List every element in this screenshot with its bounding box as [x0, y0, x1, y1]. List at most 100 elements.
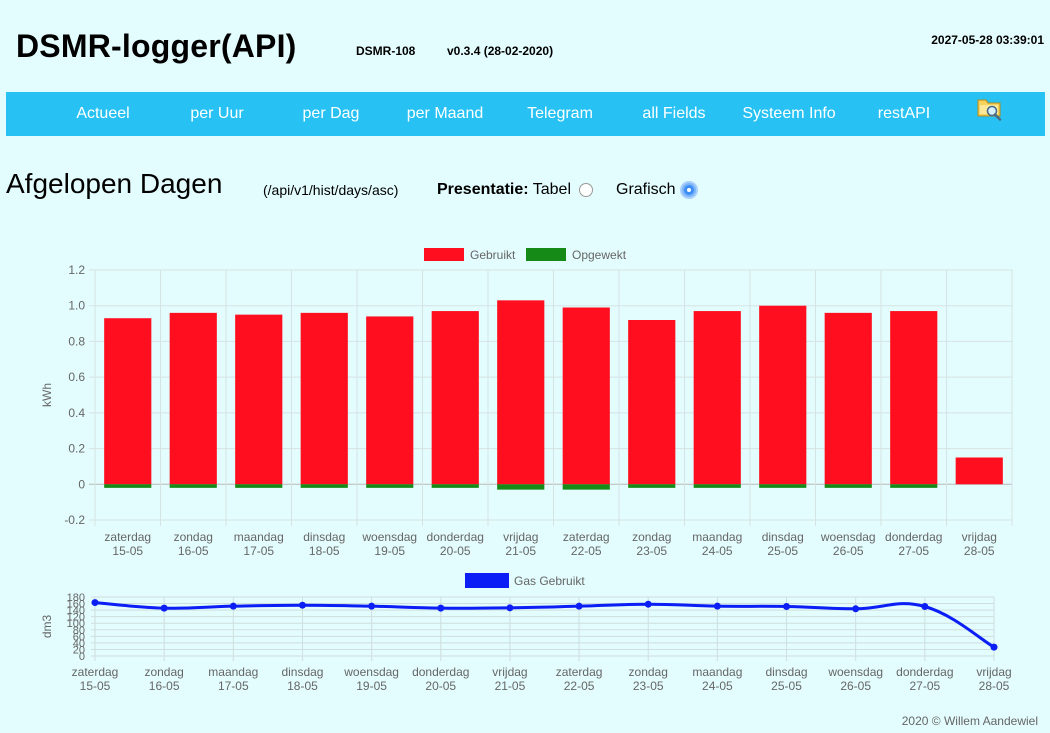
legend-swatch	[424, 248, 464, 261]
point-gas-gebruikt	[437, 604, 445, 612]
y-tick-label: 140	[67, 605, 85, 617]
x-tick-label: donderdag	[885, 530, 942, 544]
x-tick-date: 27-05	[909, 679, 940, 693]
point-gas-gebruikt	[783, 603, 791, 611]
x-tick-date: 20-05	[440, 544, 471, 558]
x-tick-label: maandag	[692, 665, 742, 679]
point-gas-gebruikt	[229, 602, 237, 610]
nav-telegram[interactable]: Telegram	[527, 105, 593, 122]
bar-gebruikt	[824, 312, 872, 485]
y-tick-label: 1.2	[68, 263, 85, 277]
x-tick-date: 28-05	[979, 679, 1010, 693]
x-tick-date: 22-05	[571, 544, 602, 558]
nav-restapi[interactable]: restAPI	[877, 105, 931, 122]
x-tick-date: 26-05	[833, 544, 864, 558]
point-gas-gebruikt	[298, 601, 306, 609]
radio-grafisch[interactable]	[682, 183, 696, 197]
point-gas-gebruikt	[713, 602, 721, 610]
x-tick-date: 21-05	[495, 679, 526, 693]
bar-gebruikt	[759, 305, 807, 485]
x-tick-label: woensdag	[820, 530, 876, 544]
bar-gebruikt	[693, 311, 741, 485]
bar-opgewekt	[104, 484, 152, 488]
nav-per-maand[interactable]: per Maand	[406, 105, 484, 122]
bar-gebruikt	[628, 320, 676, 485]
y-tick-label: 40	[73, 638, 85, 650]
bar-gebruikt	[890, 311, 938, 485]
x-tick-label: zondag	[174, 530, 213, 544]
point-gas-gebruikt	[575, 602, 583, 610]
legend-label: Gas Gebruikt	[514, 574, 585, 588]
y-tick-label: 0	[78, 477, 85, 491]
x-tick-label: zaterdag	[556, 665, 603, 679]
x-tick-date: 17-05	[218, 679, 249, 693]
x-tick-label: donderdag	[427, 530, 484, 544]
x-tick-label: zondag	[632, 530, 671, 544]
x-tick-label: dinsdag	[303, 530, 345, 544]
x-tick-label: donderdag	[896, 665, 953, 679]
bar-gebruikt	[497, 300, 545, 485]
x-tick-date: 24-05	[702, 679, 733, 693]
x-tick-date: 19-05	[356, 679, 387, 693]
legend-label: Opgewekt	[572, 248, 627, 262]
x-tick-label: vrijdag	[503, 530, 538, 544]
x-tick-date: 21-05	[505, 544, 536, 558]
x-tick-label: woensdag	[827, 665, 883, 679]
presentatie-label: Presentatie:	[437, 181, 529, 198]
nav-actueel[interactable]: Actueel	[76, 105, 130, 122]
x-tick-label: vrijdag	[962, 530, 997, 544]
y-tick-label: 0.2	[68, 442, 85, 456]
y-axis-label: kWh	[40, 383, 54, 407]
nav-all-fields[interactable]: all Fields	[642, 105, 706, 122]
x-tick-label: vrijdag	[976, 665, 1011, 679]
bar-opgewekt	[693, 484, 741, 488]
option-grafisch-label: Grafisch	[616, 181, 676, 198]
x-tick-label: woensdag	[361, 530, 417, 544]
file-explorer-icon[interactable]	[976, 96, 1004, 122]
nav-systeem-info[interactable]: Systeem Info	[742, 105, 836, 122]
bar-opgewekt	[431, 484, 479, 488]
app-title: DSMR-logger(API)	[16, 28, 297, 64]
y-tick-label: 0.6	[68, 370, 85, 384]
x-tick-date: 23-05	[636, 544, 667, 558]
y-tick-label: 0.4	[68, 406, 85, 420]
y-axis-label: dm3	[40, 615, 54, 639]
x-tick-date: 15-05	[80, 679, 111, 693]
point-gas-gebruikt	[91, 599, 99, 607]
x-tick-label: zondag	[629, 665, 668, 679]
bar-gebruikt	[431, 311, 479, 485]
bar-gebruikt	[235, 314, 283, 485]
nav-per-uur[interactable]: per Uur	[190, 105, 244, 122]
nav-per-dag[interactable]: per Dag	[302, 105, 360, 122]
footer-copyright: 2020 © Willem Aandewiel	[901, 714, 1038, 728]
x-tick-date: 25-05	[767, 544, 798, 558]
x-tick-label: woensdag	[343, 665, 399, 679]
x-tick-label: donderdag	[412, 665, 469, 679]
y-tick-label: -0.2	[64, 513, 85, 527]
x-tick-label: zondag	[144, 665, 183, 679]
point-gas-gebruikt	[644, 600, 652, 608]
bar-opgewekt	[824, 484, 872, 488]
x-tick-date: 16-05	[149, 679, 180, 693]
x-tick-date: 28-05	[964, 544, 995, 558]
x-tick-date: 19-05	[374, 544, 405, 558]
x-tick-date: 26-05	[840, 679, 871, 693]
y-tick-label: 0.8	[68, 334, 85, 348]
bar-gebruikt	[366, 316, 414, 485]
x-tick-label: maandag	[208, 665, 258, 679]
x-tick-label: dinsdag	[766, 665, 808, 679]
bar-opgewekt	[759, 484, 807, 488]
point-gas-gebruikt	[921, 603, 929, 611]
legend-swatch	[526, 248, 566, 261]
bar-opgewekt	[562, 484, 610, 490]
x-tick-date: 16-05	[178, 544, 209, 558]
x-tick-label: maandag	[692, 530, 742, 544]
x-tick-date: 23-05	[633, 679, 664, 693]
x-tick-label: dinsdag	[281, 665, 323, 679]
bar-gebruikt	[955, 457, 1003, 485]
y-tick-label: 1.0	[68, 299, 85, 313]
y-tick-label: 20	[73, 644, 85, 656]
y-tick-label: 160	[67, 599, 85, 611]
radio-tabel[interactable]	[579, 183, 593, 197]
